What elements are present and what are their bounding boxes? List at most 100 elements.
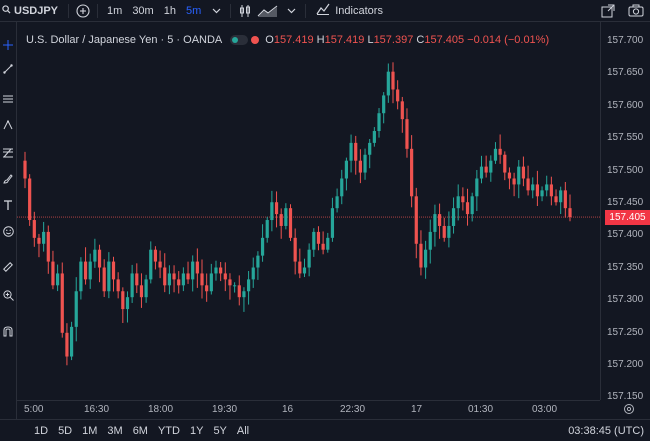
pitchfork-icon[interactable] [0, 116, 16, 134]
candle [256, 251, 260, 280]
magnet-icon[interactable] [0, 322, 16, 340]
candle-body [568, 208, 572, 218]
candle [144, 274, 148, 303]
candle-body [228, 279, 232, 286]
candle-body [298, 261, 302, 274]
price-tick-label: 157.600 [607, 99, 644, 111]
range-6m[interactable]: 6M [132, 424, 148, 437]
crosshair-icon[interactable] [0, 36, 16, 54]
candle [330, 197, 335, 242]
candle-body [237, 285, 241, 298]
candle-body [521, 166, 526, 179]
candle-body [330, 208, 335, 238]
candle-body [358, 160, 362, 173]
candle-body [200, 273, 204, 286]
price-tick-label: 157.300 [607, 294, 644, 306]
candle-body [149, 249, 153, 280]
open-value: 157.419 [273, 34, 314, 46]
candle-body [256, 255, 260, 268]
candle [451, 197, 456, 234]
candle-body [386, 71, 390, 96]
candle [531, 177, 535, 199]
candle [391, 62, 395, 104]
text-tool-icon[interactable] [0, 196, 16, 214]
utc-clock[interactable]: 03:38:45 (UTC) [568, 424, 644, 437]
candle [410, 135, 414, 208]
candle [386, 63, 390, 103]
candle-body [405, 119, 409, 149]
candle-body [88, 261, 92, 280]
range-1y[interactable]: 1Y [189, 424, 204, 437]
time-tick-label: 19:30 [212, 404, 238, 415]
candle [251, 257, 255, 288]
candle [456, 184, 460, 221]
candle [293, 228, 297, 275]
price-chart[interactable] [17, 22, 600, 400]
range-3m[interactable]: 3M [107, 424, 123, 437]
chevron-down-icon[interactable] [206, 1, 226, 21]
candle-body [191, 261, 195, 280]
candle-body [23, 160, 27, 179]
candle [195, 248, 199, 288]
symbol-search-button[interactable]: USDJPY [0, 0, 64, 22]
candle-body [382, 95, 386, 114]
high-value: 157.419 [324, 34, 365, 46]
candle [97, 244, 102, 283]
range-1m[interactable]: 1M [82, 424, 98, 437]
candle [307, 243, 311, 277]
candle [428, 219, 432, 264]
candle-body [205, 285, 209, 292]
candle-body [344, 160, 349, 179]
range-1d[interactable]: 1D [34, 424, 49, 437]
candle [349, 134, 353, 173]
range-ytd[interactable]: YTD [157, 424, 180, 437]
close-label: C [416, 34, 425, 46]
candle [69, 321, 74, 361]
timeframe-1m[interactable]: 1m [107, 4, 123, 17]
top-toolbar: USDJPY 1m 30m 1h 5m Indicators [0, 0, 650, 22]
settings-gear-icon[interactable] [622, 402, 636, 416]
timeframe-5m[interactable]: 5m [185, 4, 202, 17]
horizontal-lines-icon[interactable] [0, 90, 16, 108]
zoom-in-icon[interactable] [0, 286, 16, 304]
candle-body [503, 154, 507, 173]
brush-icon[interactable] [0, 170, 16, 188]
candle [205, 273, 209, 302]
range-5d[interactable]: 5D [58, 424, 73, 437]
camera-icon[interactable] [626, 1, 646, 21]
price-tick-label: 157.700 [607, 35, 644, 46]
trend-line-icon[interactable] [0, 60, 16, 78]
compare-symbol-plus-icon[interactable] [73, 1, 93, 21]
series-color-dot-icon[interactable] [251, 36, 260, 44]
ruler-icon[interactable] [0, 258, 16, 276]
candle-body [293, 237, 297, 262]
timeframe-1h[interactable]: 1h [163, 4, 176, 17]
candle [284, 203, 288, 230]
chevron-down-icon[interactable] [281, 1, 301, 21]
visibility-toggle[interactable] [230, 35, 249, 45]
range-5y[interactable]: 5Y [213, 424, 227, 437]
drawing-toolbar [0, 22, 17, 419]
candle [111, 256, 116, 292]
candle [88, 253, 92, 289]
indicators-label: Indicators [335, 4, 383, 17]
time-axis[interactable]: 5:00 16:30 18:00 19:30 16 22:30 17 01:30 03:00 [16, 400, 600, 418]
candle [568, 194, 572, 222]
indicators-button[interactable]: Indicators [310, 0, 389, 22]
candle [470, 192, 474, 222]
fib-retracement-icon[interactable] [0, 144, 16, 162]
fullscreen-icon[interactable] [598, 1, 618, 21]
time-tick-label: 22:30 [340, 404, 366, 415]
smiley-icon[interactable] [0, 222, 16, 240]
price-axis[interactable]: 157.700 157.650 157.600 157.550 157.500 157.4… [600, 22, 650, 402]
candle [559, 186, 563, 215]
candles-chart-type-icon[interactable] [235, 1, 255, 21]
range-all[interactable]: All [236, 424, 250, 437]
candle-body [326, 237, 330, 250]
change-value: −0.014 (−0.01%) [467, 34, 550, 46]
candle [447, 211, 451, 248]
symbol-label: USDJPY [14, 4, 59, 17]
candle-body [396, 89, 400, 102]
timeframe-30m[interactable]: 30m [132, 4, 154, 17]
area-chart-type-icon[interactable] [255, 1, 281, 21]
